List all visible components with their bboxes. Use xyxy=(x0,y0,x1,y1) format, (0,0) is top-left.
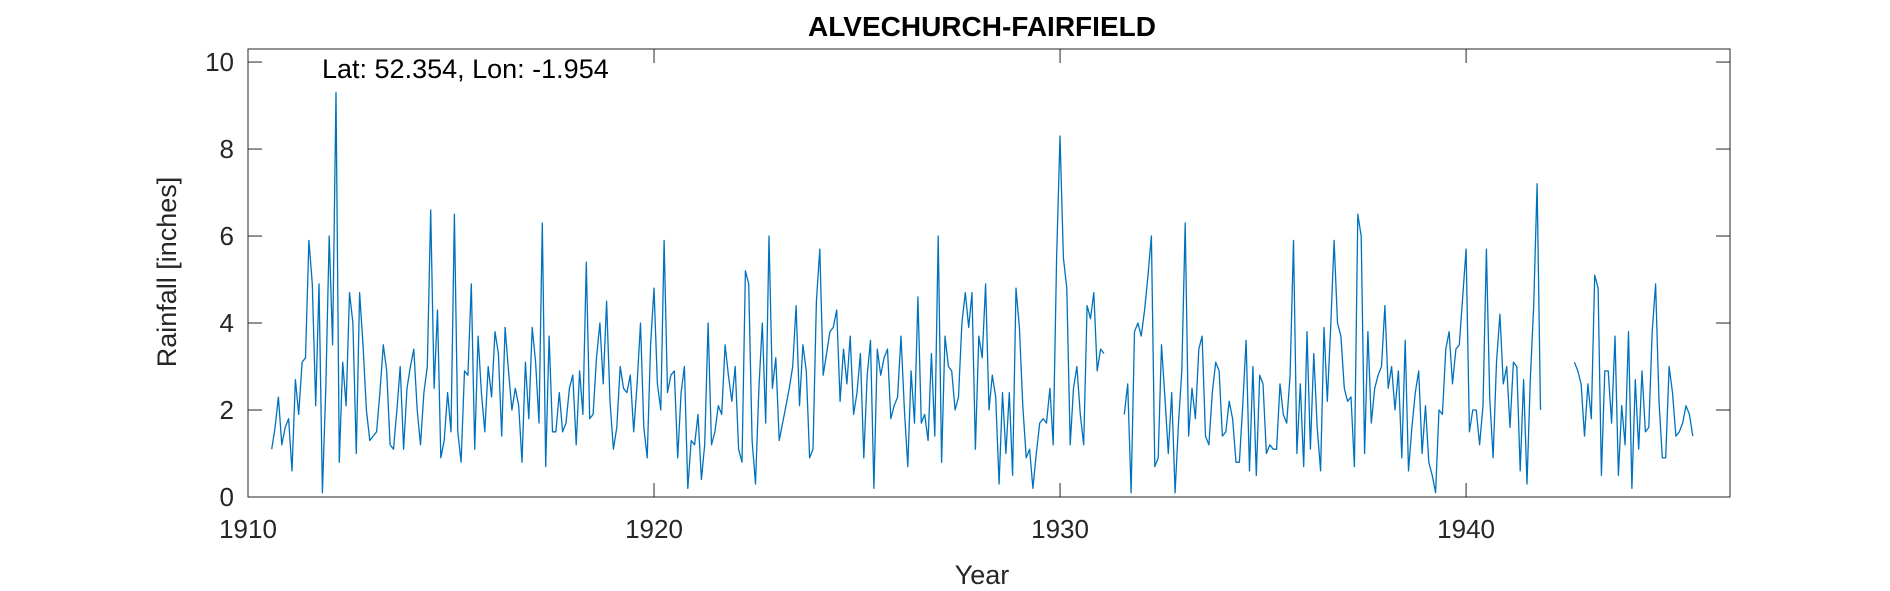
rainfall-line-segment xyxy=(1123,183,1542,494)
y-tick-label: 0 xyxy=(220,482,234,512)
chart-title: ALVECHURCH-FAIRFIELD xyxy=(808,11,1156,42)
axes-frame xyxy=(247,48,1731,498)
x-tick-label: 1940 xyxy=(1437,514,1495,544)
x-axis-label: Year xyxy=(955,560,1010,590)
rainfall-line-segment xyxy=(1573,274,1694,489)
y-axis-label: Rainfall [inches] xyxy=(152,177,182,368)
rainfall-series xyxy=(271,91,1694,494)
plot-area-box xyxy=(247,48,1731,498)
x-tick-label: 1910 xyxy=(219,514,277,544)
y-tick-label: 8 xyxy=(220,134,234,164)
location-annotation: Lat: 52.354, Lon: -1.954 xyxy=(322,54,609,84)
rainfall-line-segment xyxy=(271,91,1105,494)
y-tick-label: 2 xyxy=(220,395,234,425)
y-axis-ticks: 0 2 4 6 8 10 xyxy=(205,47,1730,512)
y-tick-label: 6 xyxy=(220,221,234,251)
x-tick-label: 1930 xyxy=(1031,514,1089,544)
x-axis-ticks: 1910 1920 1930 1940 xyxy=(219,49,1495,544)
y-tick-label: 10 xyxy=(205,47,234,77)
x-tick-label: 1920 xyxy=(625,514,683,544)
y-tick-label: 4 xyxy=(220,308,234,338)
